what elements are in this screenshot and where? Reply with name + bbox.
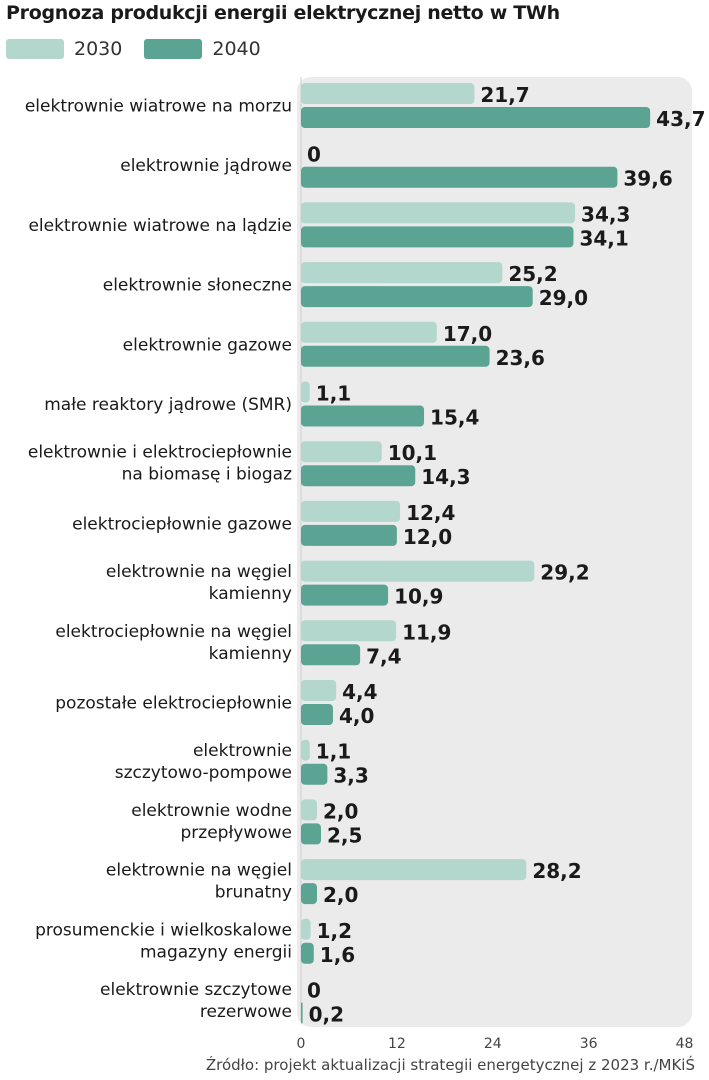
category-label: elektrownie szczytowo-pompowe [115,741,292,783]
bar-2040 [301,465,416,487]
bar-2030 [301,500,401,522]
value-label-2030: 4,4 [342,680,377,704]
chart-title: Prognoza produkcji energii elektrycznej … [6,2,560,24]
bar-2040 [301,286,533,308]
value-label-2040: 2,5 [327,823,362,847]
value-label-2030: 28,2 [532,859,581,883]
value-label-2030: 0 [307,143,321,167]
bar-2040 [301,763,328,785]
value-label-2040: 10,9 [394,585,443,609]
bar-2030 [301,560,535,582]
value-label-2040: 29,0 [539,286,588,310]
legend-label-2040: 2040 [212,38,261,60]
bar-2040 [301,644,361,666]
value-label-2030: 29,2 [540,561,589,585]
bar-2030 [301,799,317,821]
value-label-2030: 1,1 [316,382,351,406]
value-label-2040: 4,0 [339,704,374,728]
category-label: elektrownie słoneczne [103,276,292,296]
value-label-2030: 2,0 [323,799,358,823]
source-note: Źródło: projekt aktualizacji strategii e… [205,1056,695,1074]
value-label-2040: 39,6 [623,167,672,191]
legend-swatch-2030 [6,39,64,59]
bar-2030 [301,321,437,343]
category-label: prosumenckie i wielkoskalowe magazyny ene… [35,920,292,962]
category-label: pozostałe elektrociepłownie [55,694,292,714]
bar-2030 [301,202,576,224]
x-tick-label: 24 [484,1036,502,1052]
x-tick-label: 12 [388,1036,406,1052]
bar-2040 [301,584,389,606]
bar-2040 [301,883,317,905]
value-label-2040: 14,3 [421,465,470,489]
category-label: małe reaktory jądrowe (SMR) [44,395,292,415]
category-label: elektrociepłownie na węgiel kamienny [55,622,292,664]
value-label-2040: 34,1 [579,226,628,250]
bar-2030 [301,680,337,701]
value-label-2040: 23,6 [496,346,545,370]
legend-swatch-2040 [144,39,203,59]
bar-2040 [301,942,314,964]
value-label-2030: 0 [307,979,321,1003]
category-label: elektrociepłownie gazowe [72,514,292,534]
value-label-2040: 15,4 [430,406,479,430]
value-label-2030: 1,2 [317,919,352,943]
bar-2040 [301,405,425,427]
x-tick-label: 0 [297,1036,306,1052]
value-label-2030: 17,0 [443,322,492,346]
value-label-2030: 21,7 [480,83,529,107]
value-label-2040: 2,0 [323,883,358,907]
category-label: elektrownie wodne przepływowe [131,801,292,843]
bar-2030 [301,620,397,642]
bar-2040 [301,1002,303,1024]
bar-2030 [301,739,310,761]
legend-label-2030: 2030 [74,38,123,60]
bar-2040 [301,524,397,546]
value-label-2030: 34,3 [581,202,630,226]
x-tick-label: 48 [676,1036,694,1052]
value-label-2040: 7,4 [366,644,401,668]
bar-2030 [301,918,311,940]
value-label-2030: 1,1 [316,740,351,764]
bar-2030 [301,441,382,463]
category-label: elektrownie wiatrowe na morzu [25,97,292,117]
plot-panel [297,77,692,1027]
bar-2030 [301,83,475,104]
value-label-2030: 25,2 [508,262,557,286]
legend: 2030 2040 [6,38,283,60]
bar-2030 [301,262,503,284]
bar-2040 [301,107,651,128]
category-label: elektrownie wiatrowe na lądzie [28,216,292,236]
category-label: elektrownie i elektrociepłownie na biomas… [28,443,292,485]
bar-2040 [301,345,490,367]
bar-2040 [301,166,618,188]
category-label: elektrownie na węgiel kamienny [106,562,292,604]
bar-2030 [301,381,310,403]
value-label-2040: 1,6 [320,943,355,967]
value-label-2040: 0,2 [309,1003,344,1027]
value-label-2030: 12,4 [406,501,455,525]
category-label: elektrownie na węgiel brunatny [106,861,292,903]
value-label-2040: 3,3 [333,764,368,788]
value-label-2030: 10,1 [388,441,437,465]
legend-item-2040: 2040 [144,38,261,60]
value-label-2040: 43,7 [656,107,705,131]
bar-2030 [301,859,527,881]
bar-2040 [301,823,321,845]
category-label: elektrownie szczytowe rezerwowe [100,980,292,1022]
bar-2040 [301,226,574,248]
bar-2040 [301,704,333,725]
value-label-2030: 11,9 [402,620,451,644]
legend-item-2030: 2030 [6,38,122,60]
category-label: elektrownie gazowe [123,335,292,355]
x-tick-label: 36 [580,1036,598,1052]
category-label: elektrownie jądrowe [120,156,292,176]
value-label-2040: 12,0 [403,525,452,549]
